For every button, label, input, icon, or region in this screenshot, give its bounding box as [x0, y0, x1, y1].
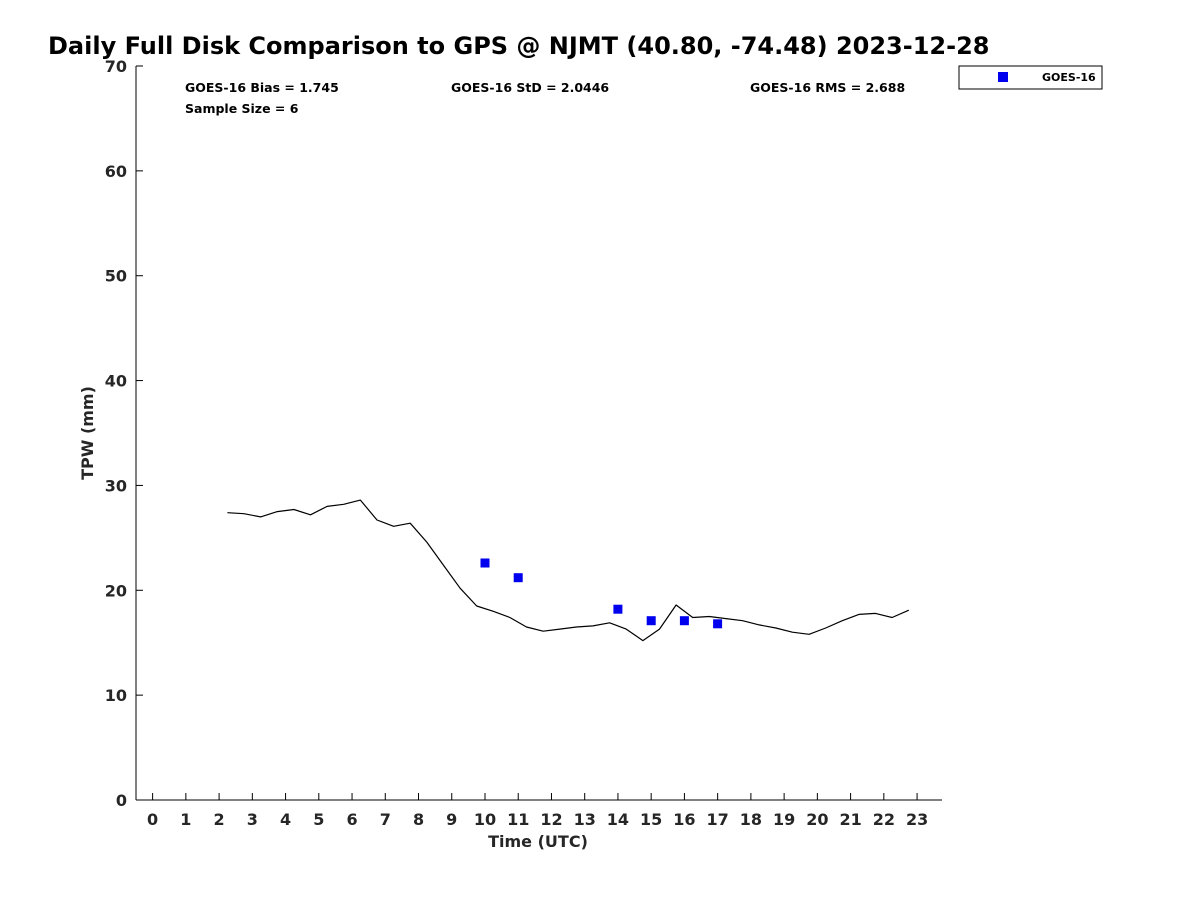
- y-tick-label: 70: [105, 57, 127, 76]
- x-tick-label: 13: [574, 810, 596, 829]
- goes16-point: [679, 616, 689, 626]
- x-tick-label: 19: [773, 810, 795, 829]
- legend-box: [958, 65, 1103, 90]
- y-axis-label: TPW (mm): [78, 386, 97, 480]
- sample-size-stat: Sample Size = 6: [185, 101, 299, 116]
- x-axis-label: Time (UTC): [488, 832, 588, 851]
- y-tick-label: 10: [105, 686, 127, 705]
- x-tick-label: 11: [507, 810, 529, 829]
- x-tick-label: 5: [313, 810, 324, 829]
- y-tick-label: 30: [105, 476, 127, 495]
- x-tick-label: 21: [839, 810, 861, 829]
- x-tick-label: 7: [380, 810, 391, 829]
- x-tick-label: 8: [413, 810, 424, 829]
- x-tick-label: 4: [280, 810, 291, 829]
- x-tick-label: 0: [147, 810, 158, 829]
- goes16-point: [613, 604, 623, 614]
- series-layer: [227, 499, 910, 642]
- goes16-point: [513, 573, 523, 583]
- legend-label-goes16: GOES-16: [1042, 71, 1096, 84]
- y-tick-label: 40: [105, 372, 127, 391]
- bias-stat: GOES-16 Bias = 1.745: [185, 80, 339, 95]
- x-tick-label: 1: [180, 810, 191, 829]
- x-tick-label: 10: [474, 810, 496, 829]
- x-tick-label: 20: [806, 810, 828, 829]
- rms-stat: GOES-16 RMS = 2.688: [750, 80, 905, 95]
- y-tick-label: 50: [105, 267, 127, 286]
- goes16-point: [646, 616, 656, 626]
- y-ticks: 0 10 20 30 40 50 60 70: [105, 57, 143, 810]
- y-tick-label: 20: [105, 581, 127, 600]
- x-tick-label: 12: [540, 810, 562, 829]
- gps-tpw-line: [227, 499, 910, 642]
- chart-title: Daily Full Disk Comparison to GPS @ NJMT…: [48, 32, 989, 60]
- x-tick-label: 14: [607, 810, 629, 829]
- x-ticks: 0 1 2 3 4 5 6 7 8 9 10 11 12 13 14 15 16 17 18 19 20 21 22 23: [147, 793, 928, 829]
- axes: [135, 66, 942, 801]
- x-tick-label: 23: [906, 810, 928, 829]
- goes16-point: [480, 558, 490, 568]
- x-tick-label: 22: [873, 810, 895, 829]
- legend: GOES-16: [958, 65, 1103, 90]
- x-tick-label: 2: [214, 810, 225, 829]
- x-tick-label: 17: [707, 810, 729, 829]
- x-tick-label: 16: [673, 810, 695, 829]
- x-tick-label: 18: [740, 810, 762, 829]
- std-stat: GOES-16 StD = 2.0446: [451, 80, 609, 95]
- legend-marker-goes16: [998, 72, 1008, 82]
- y-tick-label: 60: [105, 162, 127, 181]
- y-tick-label: 0: [116, 791, 127, 810]
- x-tick-label: 6: [346, 810, 357, 829]
- goes16-point: [713, 619, 723, 629]
- x-tick-label: 3: [247, 810, 258, 829]
- x-tick-label: 15: [640, 810, 662, 829]
- x-tick-label: 9: [446, 810, 457, 829]
